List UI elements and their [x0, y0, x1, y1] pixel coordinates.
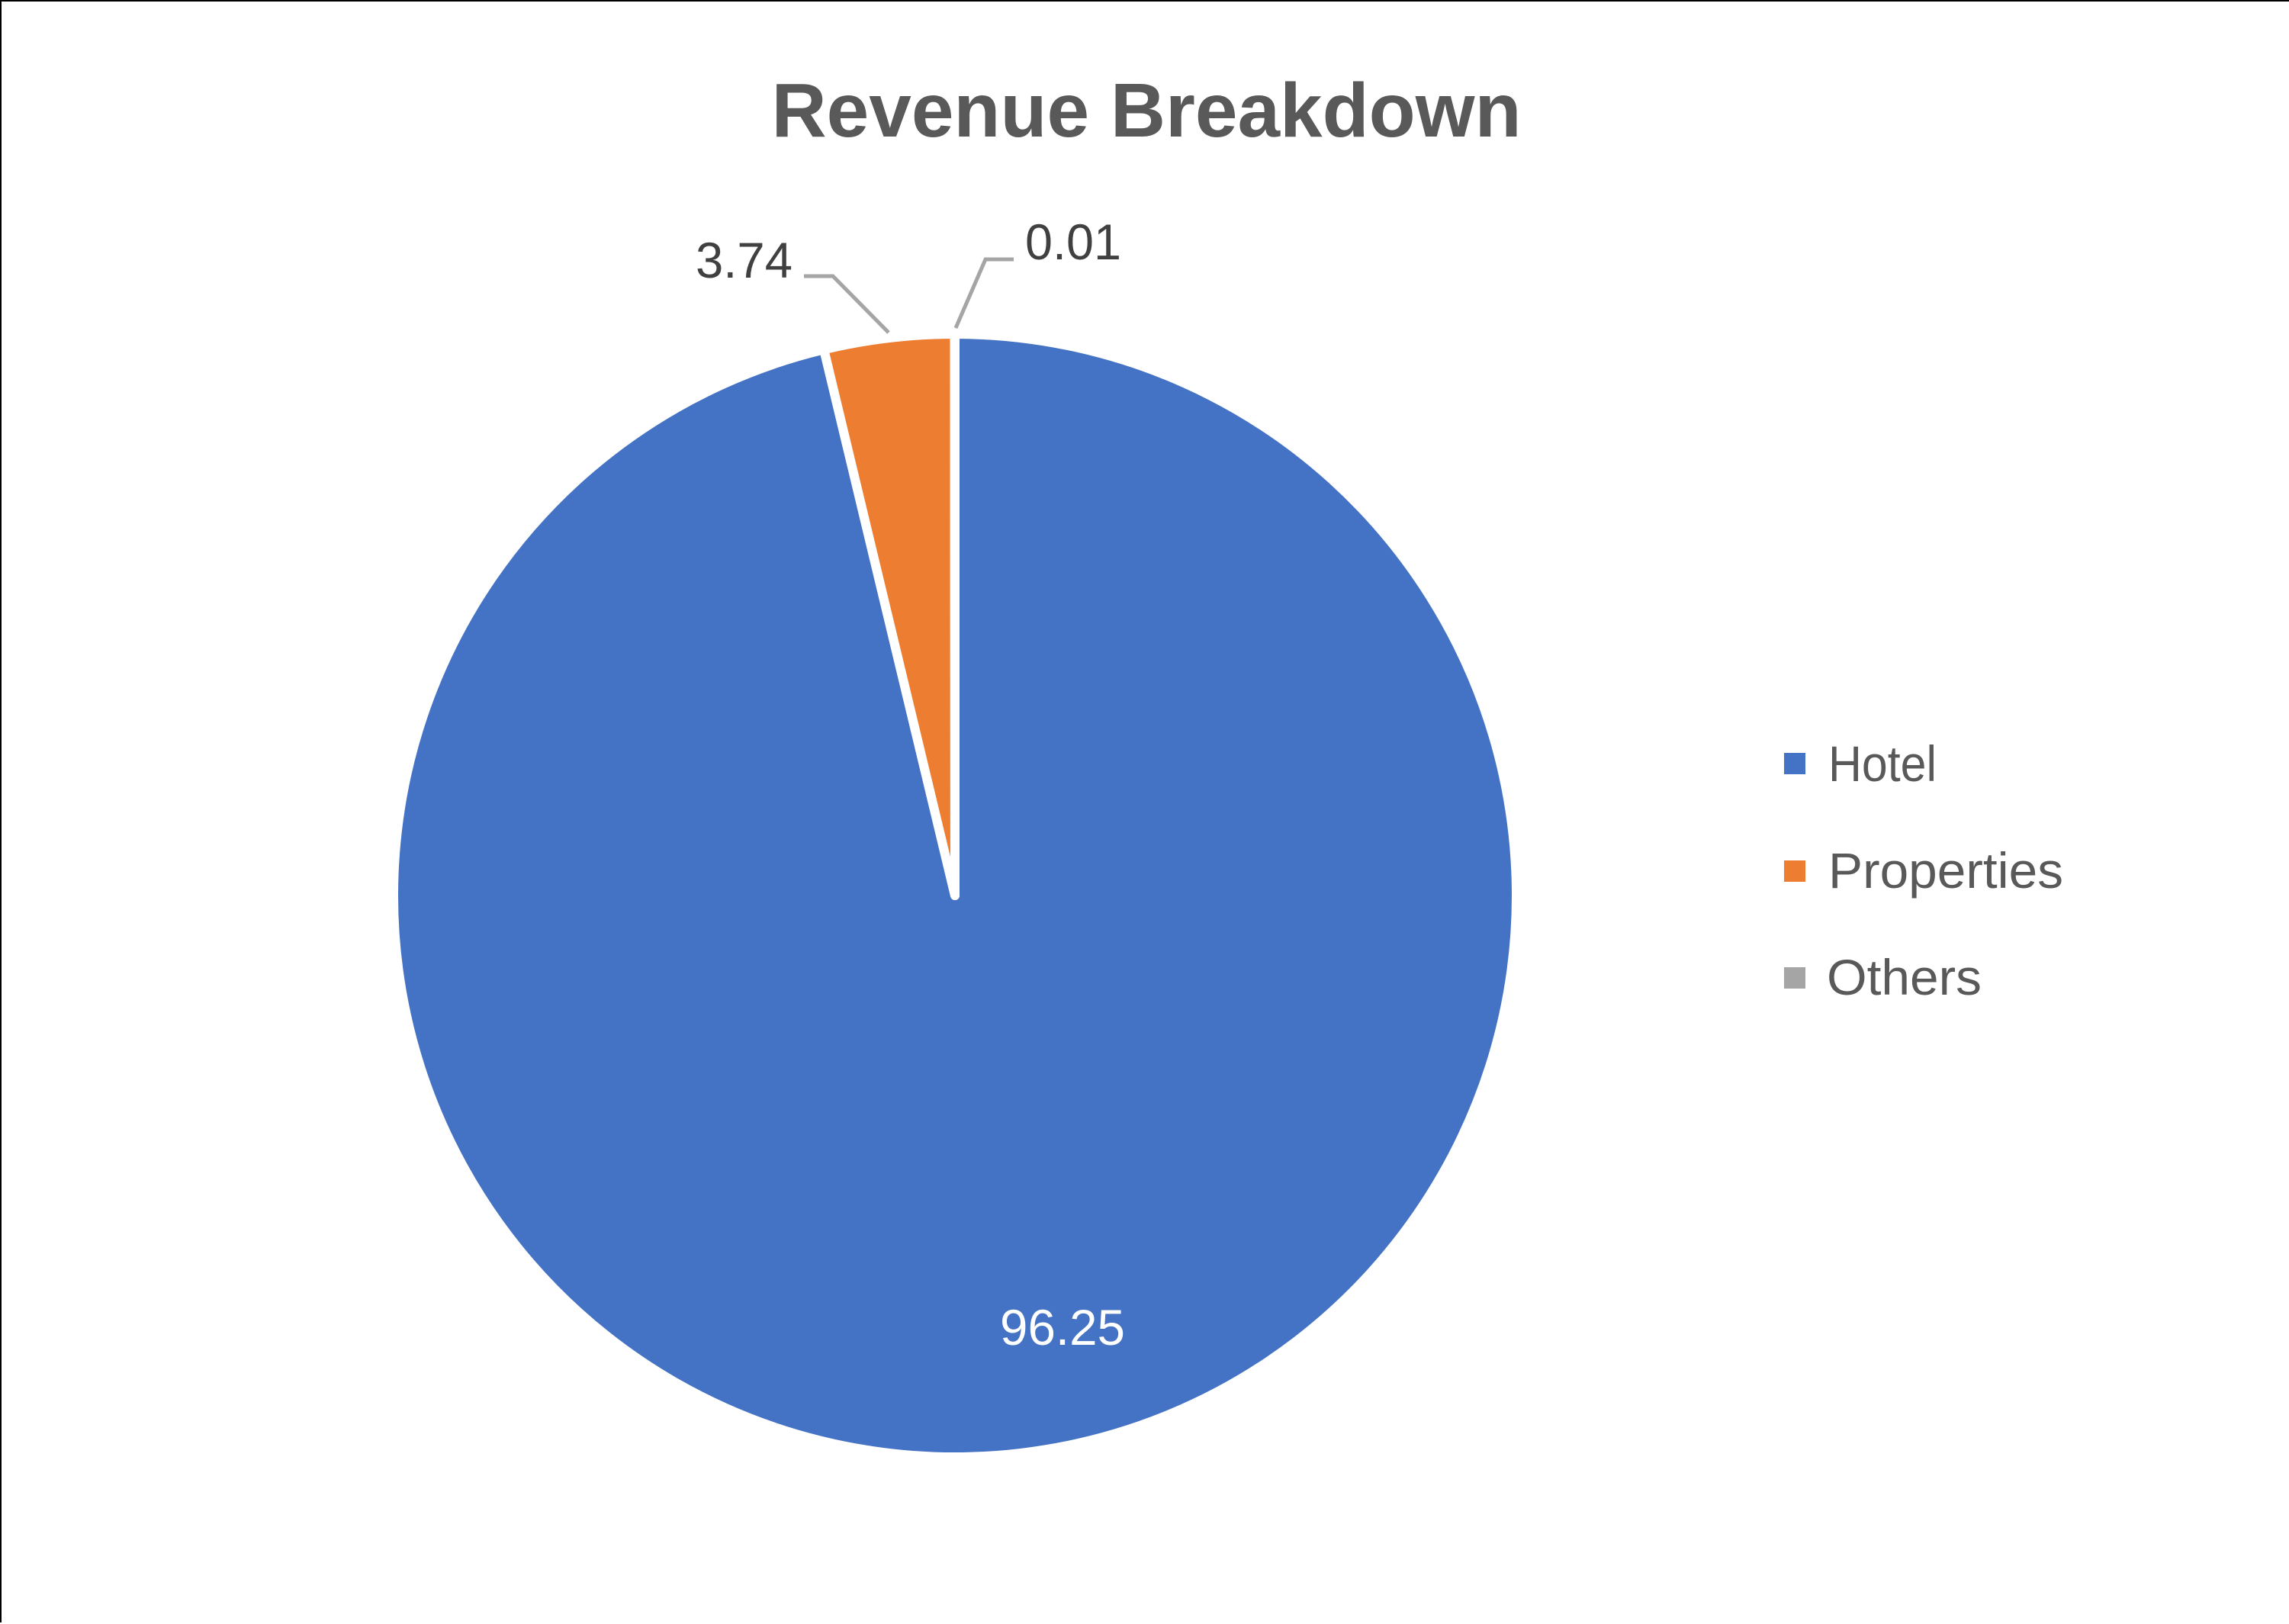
legend-swatch-properties-icon	[1784, 860, 1805, 882]
legend-item-others[interactable]: Others	[1784, 949, 1982, 1005]
legend-label-hotel: Hotel	[1828, 735, 1937, 792]
pie-slices	[394, 334, 1516, 1457]
leader-line-others	[956, 259, 1014, 328]
data-label-others: 0.01	[1025, 214, 1121, 270]
data-label-properties: 3.74	[696, 232, 792, 288]
leader-line-properties	[804, 276, 889, 333]
legend: Hotel Properties Others	[1784, 735, 2063, 1005]
legend-item-hotel[interactable]: Hotel	[1784, 735, 1937, 792]
legend-label-others: Others	[1827, 949, 1982, 1005]
chart-title: Revenue Breakdown	[772, 68, 1522, 153]
legend-item-properties[interactable]: Properties	[1784, 842, 2063, 899]
data-label-hotel: 96.25	[1000, 1299, 1125, 1355]
legend-swatch-others-icon	[1784, 967, 1805, 989]
legend-swatch-hotel-icon	[1784, 753, 1805, 774]
legend-label-properties: Properties	[1828, 842, 2063, 899]
